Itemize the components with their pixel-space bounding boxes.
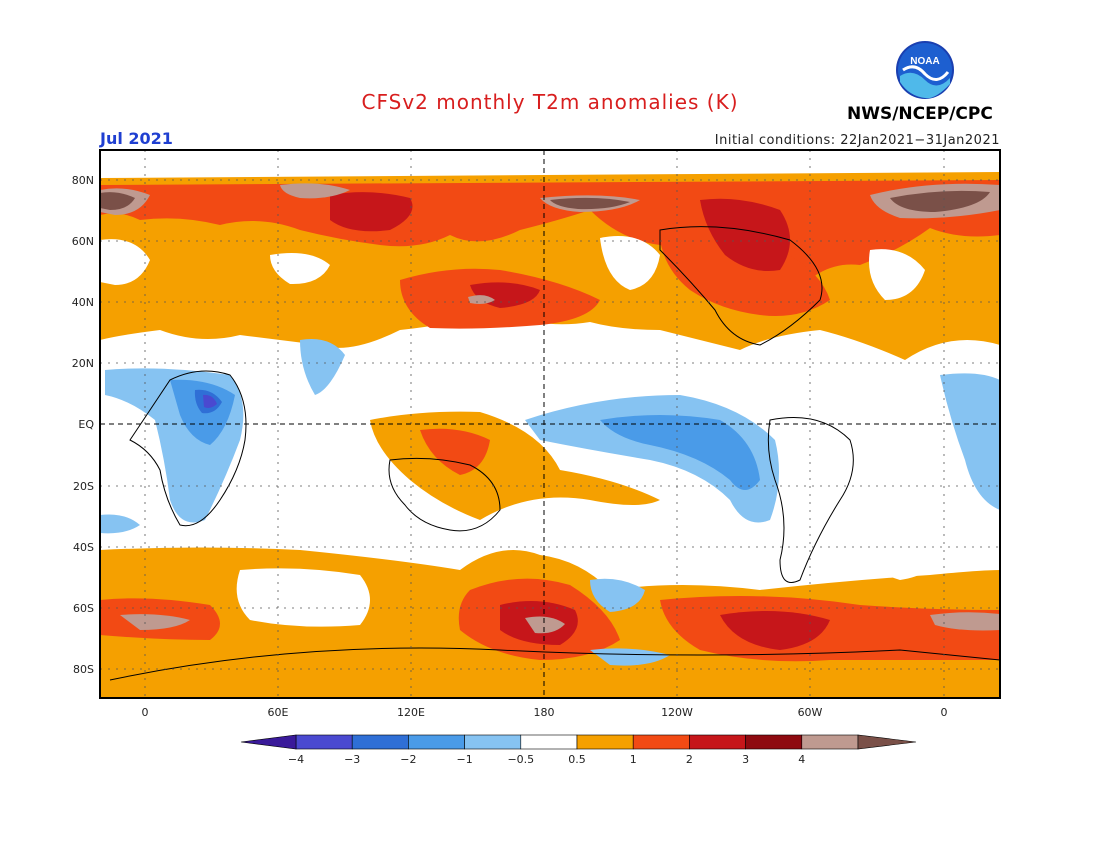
brown-arctic-central xyxy=(550,197,630,210)
brown-arctic-east xyxy=(890,190,990,212)
logo-text: NOAA xyxy=(910,56,939,67)
lat-label: 80N xyxy=(72,174,94,187)
cool-south-indian xyxy=(100,514,140,534)
lon-label: 60E xyxy=(268,706,289,719)
colorbar-cell xyxy=(801,734,859,750)
lat-label: 20N xyxy=(72,357,94,370)
red-band-namerica xyxy=(660,238,830,316)
colorbar-high-arrow xyxy=(857,734,917,750)
colorbar-cell xyxy=(464,734,522,750)
coastlines xyxy=(109,226,1000,681)
cool-atlantic-east xyxy=(940,373,1000,510)
tan-south-atlantic xyxy=(120,614,190,630)
cool-south-pacific xyxy=(590,578,645,612)
red-maritime xyxy=(420,428,490,475)
tan-south-pacific xyxy=(525,616,565,634)
colorbar-label: 2 xyxy=(686,753,693,766)
lat-label: 60S xyxy=(73,602,94,615)
colorbar-label: −2 xyxy=(400,753,416,766)
cool-india xyxy=(300,339,345,395)
dark-red-south-america xyxy=(720,611,830,650)
colorbar-cell xyxy=(745,734,803,750)
colorbar-label: 0.5 xyxy=(568,753,586,766)
lat-label: 20S xyxy=(73,480,94,493)
cool-pacific-core xyxy=(600,415,760,490)
noaa-logo: NOAA xyxy=(896,41,954,99)
colorbar-label: −0.5 xyxy=(507,753,534,766)
lon-label: 60W xyxy=(798,706,823,719)
colorbar-cell xyxy=(408,734,465,750)
lon-label: 0 xyxy=(142,706,149,719)
colorbar-label: −3 xyxy=(344,753,360,766)
colorbar-cell xyxy=(632,734,690,750)
dark-red-canada xyxy=(700,198,790,271)
map-frame xyxy=(99,149,1001,699)
colorbar-cell xyxy=(520,734,578,750)
agency-label: NWS/NCEP/CPC xyxy=(847,104,993,124)
colorbar-cell xyxy=(351,734,409,750)
neutral-europe xyxy=(100,239,150,285)
neutral-south-atlantic xyxy=(860,538,940,580)
lat-label: 60N xyxy=(72,235,94,248)
cool-antarctic xyxy=(590,648,670,666)
initial-conditions: Initial conditions: 22Jan2021−31Jan2021 xyxy=(714,133,1000,148)
colorbar-label: 1 xyxy=(630,753,637,766)
colorbar-label: −4 xyxy=(288,753,304,766)
lon-label: 120W xyxy=(661,706,693,719)
tan-arctic-asia xyxy=(280,183,350,199)
lon-label: 180 xyxy=(534,706,555,719)
brown-arctic-west xyxy=(100,192,135,210)
colorbar-low-arrow xyxy=(240,734,297,750)
colorbar-cell xyxy=(295,734,353,750)
dark-red-siberia xyxy=(330,192,413,232)
forecast-month: Jul 2021 xyxy=(100,129,173,148)
colorbar-cell xyxy=(576,734,634,750)
colorbar-label: 3 xyxy=(742,753,749,766)
colorbar-label: 4 xyxy=(798,753,805,766)
lat-label: 80S xyxy=(73,663,94,676)
colorbar-cell xyxy=(689,734,746,750)
neutral-atlantic xyxy=(869,249,925,300)
lon-label: 120E xyxy=(397,706,425,719)
chart-title: CFSv2 monthly T2m anomalies (K) xyxy=(361,90,739,114)
lat-label: 40S xyxy=(73,541,94,554)
neutral-north-pacific xyxy=(600,236,660,290)
lon-label: 0 xyxy=(941,706,948,719)
cool-africa-peak xyxy=(203,394,217,408)
tan-south-east xyxy=(930,612,1000,631)
colorbar-label: −1 xyxy=(456,753,472,766)
lat-label: 40N xyxy=(72,296,94,309)
neutral-central-asia xyxy=(270,252,330,285)
tan-pacific xyxy=(468,295,495,304)
neutral-south-indian xyxy=(236,568,370,627)
lat-label: EQ xyxy=(78,418,94,431)
